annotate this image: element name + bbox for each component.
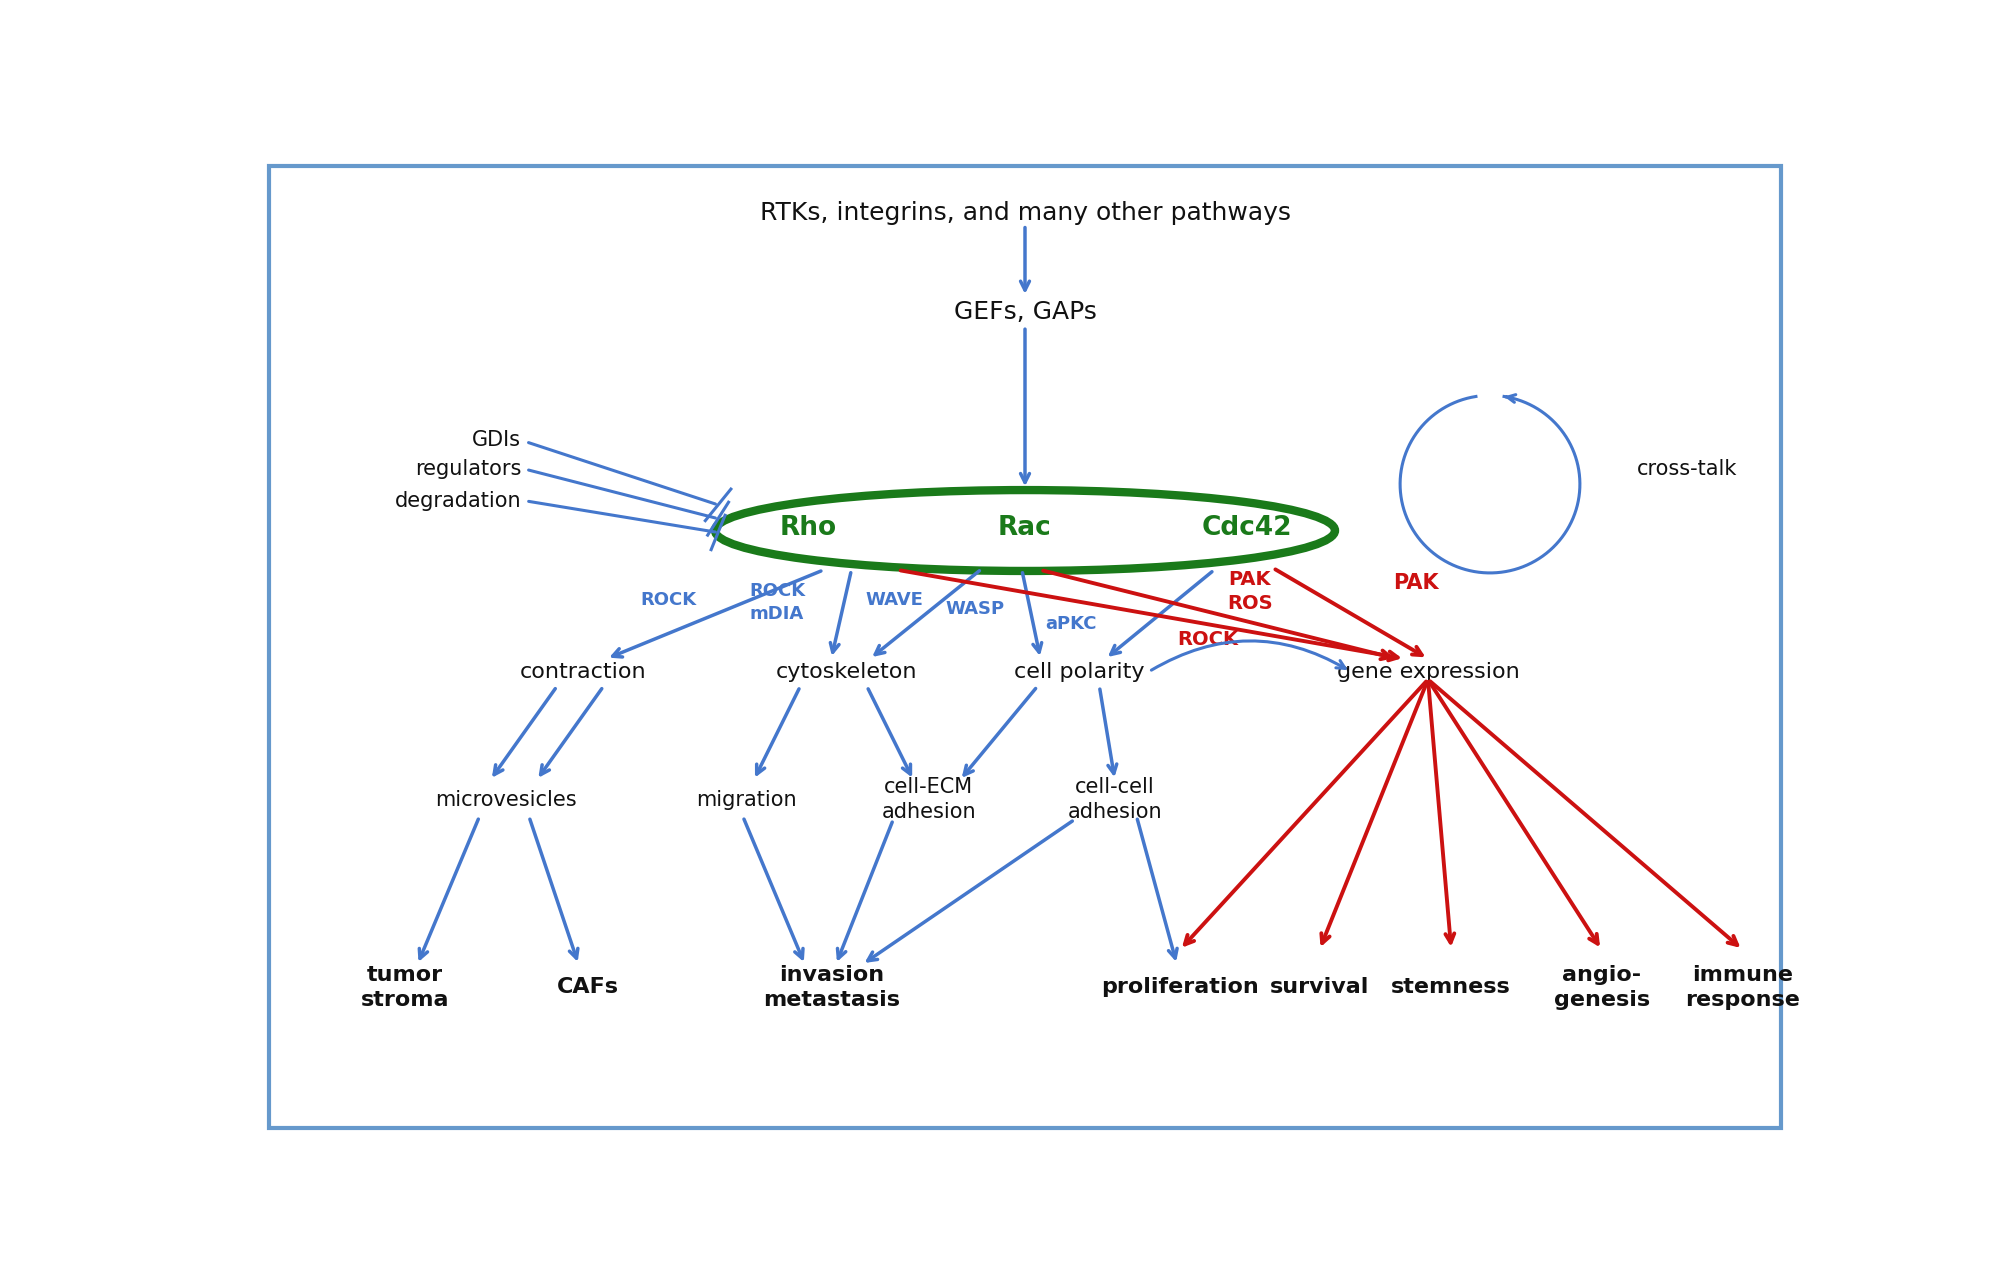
Text: stemness: stemness <box>1392 977 1512 997</box>
Text: cell-cell
adhesion: cell-cell adhesion <box>1068 778 1162 822</box>
Text: degradation: degradation <box>394 491 522 511</box>
Text: cytoskeleton: cytoskeleton <box>776 661 918 681</box>
Text: ROCK
mDIA: ROCK mDIA <box>748 583 806 623</box>
Text: cell-ECM
adhesion: cell-ECM adhesion <box>882 778 976 822</box>
Text: survival: survival <box>1270 977 1370 997</box>
Text: contraction: contraction <box>520 661 646 681</box>
Text: cross-talk: cross-talk <box>1638 460 1738 479</box>
Text: Rho: Rho <box>780 515 836 541</box>
Text: angio-
genesis: angio- genesis <box>1554 965 1650 1009</box>
Text: Cdc42: Cdc42 <box>1202 515 1292 541</box>
Text: ROCK: ROCK <box>640 591 696 608</box>
Text: cell polarity: cell polarity <box>1014 661 1144 681</box>
Text: ROCK: ROCK <box>1178 629 1238 648</box>
Text: microvesicles: microvesicles <box>434 790 576 810</box>
Text: WASP: WASP <box>946 601 1004 619</box>
Text: proliferation: proliferation <box>1102 977 1258 997</box>
Text: migration: migration <box>696 790 796 810</box>
Text: PAK: PAK <box>1392 573 1438 593</box>
Text: GDIs: GDIs <box>472 429 522 450</box>
Text: GEFs, GAPs: GEFs, GAPs <box>954 300 1096 324</box>
Text: PAK
ROS: PAK ROS <box>1226 570 1272 612</box>
Text: regulators: regulators <box>414 460 522 479</box>
Text: aPKC: aPKC <box>1046 615 1098 633</box>
Text: RTKs, integrins, and many other pathways: RTKs, integrins, and many other pathways <box>760 201 1290 225</box>
Text: CAFs: CAFs <box>556 977 618 997</box>
Text: gene expression: gene expression <box>1336 661 1520 681</box>
Text: immune
response: immune response <box>1686 965 1800 1009</box>
Text: invasion
metastasis: invasion metastasis <box>762 965 900 1009</box>
Text: tumor
stroma: tumor stroma <box>360 965 450 1009</box>
Text: WAVE: WAVE <box>866 591 924 608</box>
Text: Rac: Rac <box>998 515 1052 541</box>
